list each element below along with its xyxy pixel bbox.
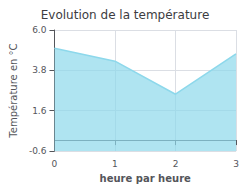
svg-text:Evolution de la température: Evolution de la température — [41, 8, 210, 22]
svg-text:3.8: 3.8 — [32, 65, 47, 75]
svg-text:heure par heure: heure par heure — [100, 173, 191, 184]
svg-text:Température en °C: Température en °C — [8, 43, 19, 138]
svg-text:0: 0 — [52, 159, 58, 169]
svg-text:6.0: 6.0 — [32, 25, 47, 35]
svg-text:-0.6: -0.6 — [29, 146, 47, 156]
svg-text:1: 1 — [112, 159, 118, 169]
svg-text:3: 3 — [233, 159, 239, 169]
svg-text:1.6: 1.6 — [32, 106, 47, 116]
svg-text:2: 2 — [173, 159, 179, 169]
